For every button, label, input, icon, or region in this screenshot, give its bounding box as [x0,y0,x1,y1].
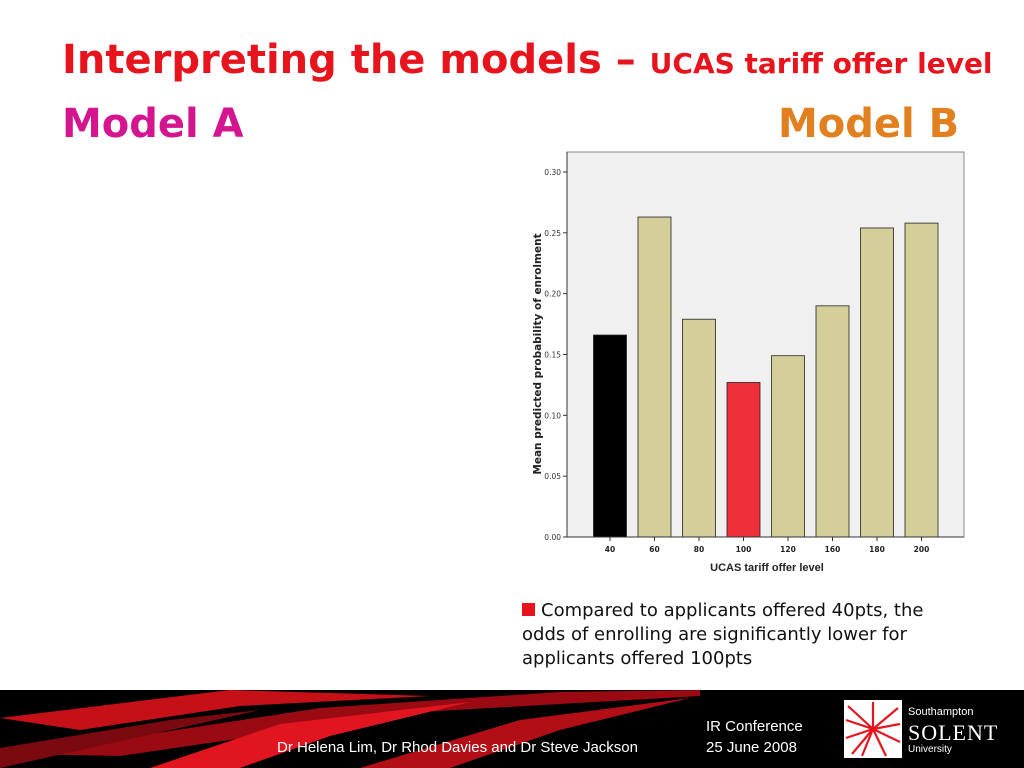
x-tick-label: 120 [780,545,796,554]
y-tick-label: 0.20 [544,290,561,299]
solent-starburst-icon [844,700,902,758]
solent-university-logo: Southampton SOLENT University [842,698,1017,760]
red-square-bullet-icon [522,603,535,616]
footer-authors: Dr Helena Lim, Dr Rhod Davies and Dr Ste… [277,739,638,756]
logo-university: University [908,744,952,755]
bar-100 [726,382,761,538]
x-tick-label: 60 [649,545,659,554]
x-tick-label: 40 [605,545,615,554]
y-tick-label: 0.00 [544,533,561,542]
footer-date: 25 June 2008 [706,739,797,756]
x-tick-label: 180 [869,545,885,554]
model-b-heading: Model B [778,101,960,147]
bar-60 [637,216,672,538]
y-tick-label: 0.15 [544,351,561,360]
y-axis-label: Mean predicted probability of enrolment [532,233,544,474]
slide-title: Interpreting the models – UCAS tariff of… [62,40,993,80]
footer-conference: IR Conference [706,718,803,735]
bar-180 [860,227,894,538]
y-tick-label: 0.10 [544,411,561,420]
red-streak-decoration-icon [0,690,700,768]
bar-200 [904,222,939,538]
note-text: Compared to applicants offered 40pts, th… [522,600,924,669]
y-tick-label: 0.25 [544,229,561,238]
x-axis-label: UCAS tariff offer level [710,562,824,574]
bar-80 [682,318,716,538]
x-tick-label: 200 [914,545,930,554]
logo-name: SOLENT [908,720,999,745]
title-main: Interpreting the models – [62,37,636,83]
x-tick-label: 100 [736,545,752,554]
y-tick-label: 0.30 [544,168,561,177]
footer-bar: Dr Helena Lim, Dr Rhod Davies and Dr Ste… [0,690,1024,768]
x-tick-label: 160 [825,545,841,554]
x-tick-label: 80 [694,545,704,554]
bar-40 [593,334,627,538]
bar-chart: 0.00 0.05 0.10 0.15 0.20 0.25 0.30 40 60 80 100 120… [532,151,965,574]
plot-area [566,151,965,538]
model-a-heading: Model A [62,101,244,147]
note-text-block: Compared to applicants offered 40pts, th… [522,599,962,671]
title-subtitle: UCAS tariff offer level [649,47,993,80]
bar-120 [771,355,805,538]
bar-160 [815,305,850,538]
logo-city: Southampton [908,706,974,718]
y-tick-label: 0.05 [544,472,561,481]
